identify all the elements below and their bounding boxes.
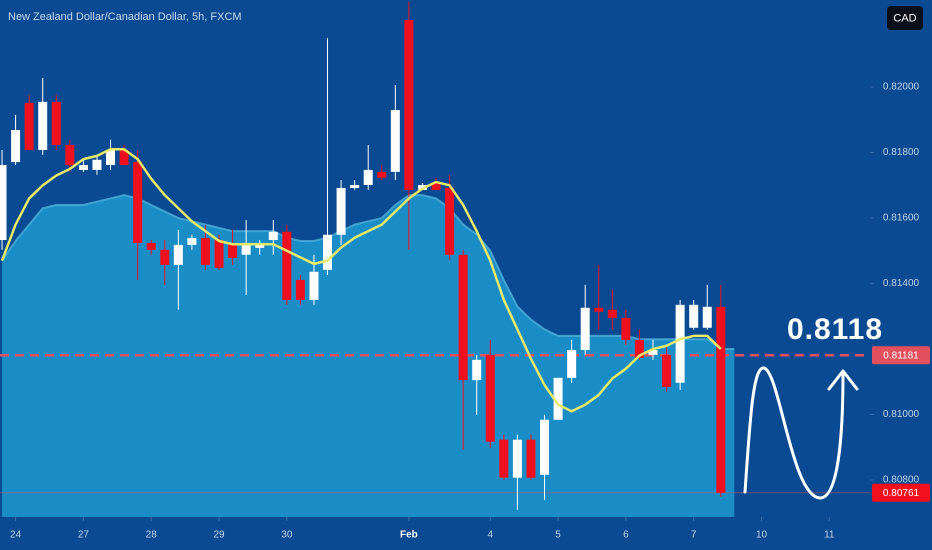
candle-body: [282, 231, 292, 300]
arrow-head: [827, 369, 859, 391]
candle-body: [350, 184, 360, 188]
currency-button[interactable]: [887, 6, 923, 30]
candle-body: [187, 238, 197, 245]
candle-body: [675, 304, 685, 383]
currency-button-label[interactable]: CAD: [893, 12, 916, 24]
candle-body: [214, 240, 224, 268]
candle-body: [526, 439, 536, 478]
candle-body: [567, 350, 577, 378]
x-tick-label: 6: [623, 530, 629, 541]
candle-body: [404, 19, 414, 190]
price-label-box: [872, 483, 930, 502]
candle-body: [106, 149, 116, 166]
drawn-arrow: [743, 366, 845, 500]
candle-body: [458, 254, 468, 381]
candle-body: [146, 242, 156, 250]
moving-average: [0, 148, 722, 413]
candle-body: [133, 162, 143, 243]
candle-body: [689, 304, 699, 328]
candle-body: [241, 242, 251, 255]
candle-body: [228, 242, 238, 259]
x-tick-label: 11: [824, 530, 835, 541]
candle-body: [363, 169, 373, 185]
candle-body: [65, 145, 75, 166]
x-tick-label: Feb: [400, 530, 418, 541]
candle-body: [499, 439, 509, 478]
candle-body: [485, 354, 495, 442]
candle-layer: [0, 1, 726, 510]
candle-body: [309, 271, 319, 300]
candle-body: [24, 102, 34, 150]
candle-body: [0, 165, 7, 241]
price-label: 0.81181: [883, 350, 919, 361]
candle-body: [702, 306, 712, 328]
candle-body: [594, 307, 604, 312]
candle-body: [377, 171, 387, 178]
candle-body: [173, 244, 183, 265]
x-tick-label: 4: [487, 530, 493, 541]
candle-body: [336, 187, 346, 235]
y-tick-label: 0.81000: [883, 409, 920, 420]
candle-body: [634, 339, 644, 358]
x-tick-label: 24: [10, 530, 22, 541]
candle-body: [323, 234, 333, 270]
candle-body: [160, 249, 170, 265]
y-tick-label: 0.81600: [883, 213, 920, 224]
candle-body: [662, 354, 672, 388]
x-tick-label: 10: [756, 530, 768, 541]
x-tick-label: 28: [146, 530, 158, 541]
candle-body: [295, 279, 305, 300]
x-tick-label: 29: [213, 530, 225, 541]
y-tick-label: 0.82000: [883, 82, 920, 93]
candle-body: [580, 307, 590, 351]
annotation: 0.8118: [787, 313, 883, 346]
x-tick-label: 5: [555, 530, 561, 541]
chart-title: New Zealand Dollar/Canadian Dollar, 5h, …: [8, 11, 242, 23]
y-tick-label: 0.80800: [883, 475, 920, 486]
candle-body: [648, 350, 658, 355]
y-tick-label: 0.81800: [883, 147, 920, 158]
candle-body: [716, 306, 726, 493]
candle-body: [268, 231, 278, 241]
candle-body: [390, 110, 400, 172]
price-label-box: [872, 346, 930, 365]
candle-body: [621, 317, 631, 340]
candle-body: [472, 359, 482, 381]
candle-body: [431, 183, 441, 190]
x-tick-label: 27: [78, 530, 90, 541]
candle-body: [607, 309, 617, 318]
candle-body: [540, 419, 550, 475]
candle-body: [51, 101, 61, 146]
candle-body: [200, 238, 210, 265]
x-tick-label: 30: [281, 530, 293, 541]
candle-body: [119, 149, 129, 166]
candle-body: [11, 129, 21, 163]
y-tick-label: 0.81400: [883, 278, 920, 289]
candle-body: [78, 165, 88, 170]
price-label: 0.80761: [883, 488, 920, 499]
x-tick-label: 7: [691, 530, 697, 541]
ma-layer: [0, 148, 722, 413]
candle-body: [92, 159, 102, 170]
candle-body: [553, 377, 563, 420]
candle-body: [38, 101, 48, 150]
candle-body: [512, 439, 522, 478]
axis-layer: 0.82000 0.81800 0.81600 0.81400 0.81000 0.808…: [10, 82, 930, 541]
candle-body: [445, 187, 455, 255]
indicator-area-edge: [1, 194, 735, 351]
